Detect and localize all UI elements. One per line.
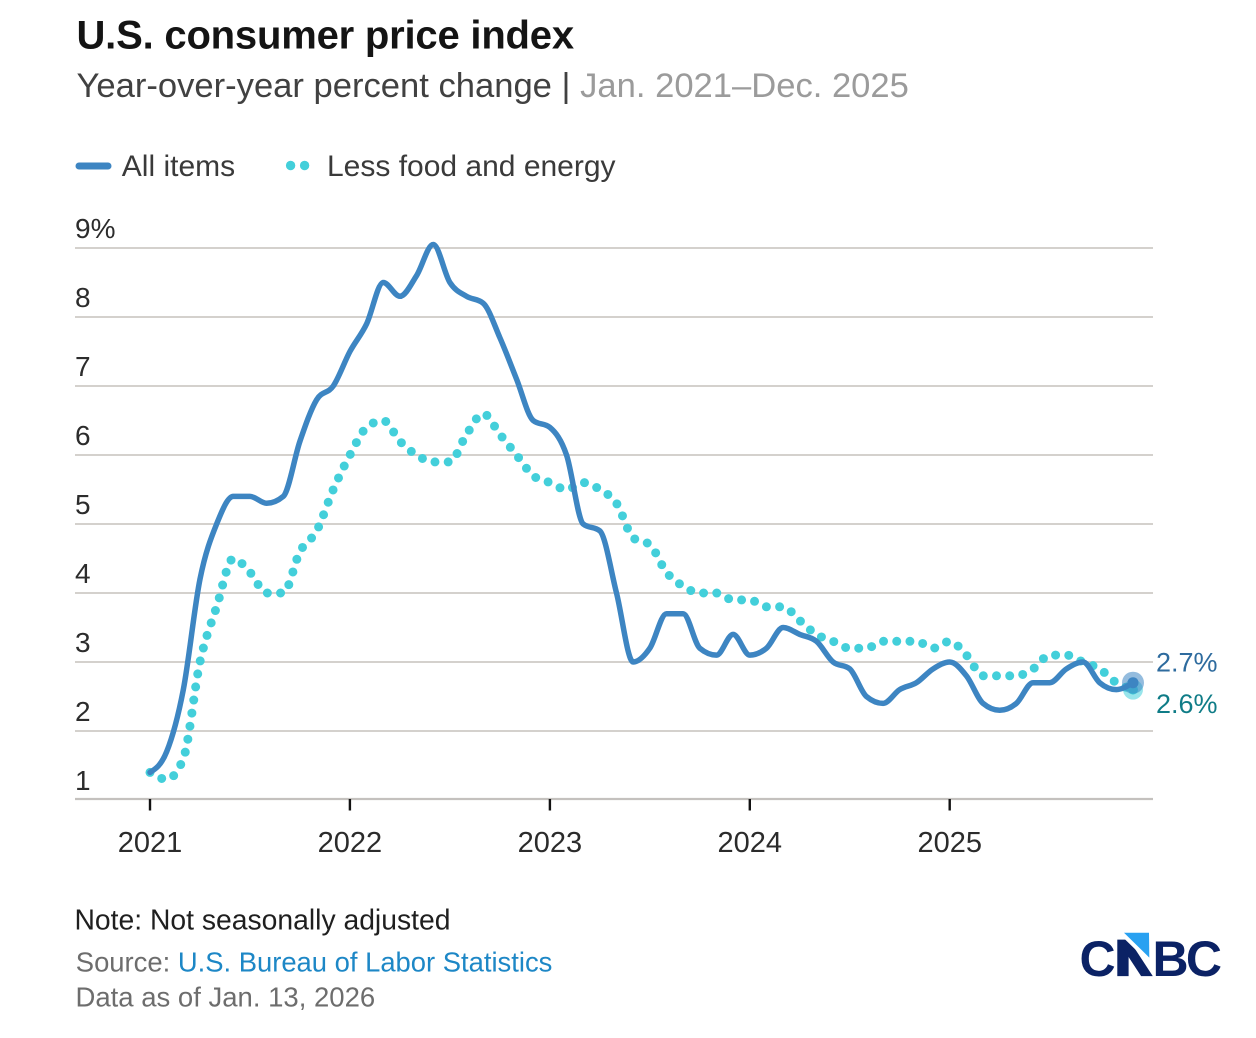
- svg-text:C: C: [1080, 931, 1116, 987]
- svg-text:8: 8: [75, 282, 91, 313]
- svg-text:U.S. consumer price index: U.S. consumer price index: [77, 13, 574, 57]
- svg-text:5: 5: [75, 489, 91, 520]
- svg-text:7: 7: [75, 351, 91, 382]
- svg-text:2022: 2022: [318, 827, 383, 859]
- svg-text:Year-over-year percent change: Year-over-year percent change | Jan. 202…: [77, 67, 909, 105]
- svg-text:6: 6: [75, 420, 91, 451]
- svg-text:Note: Not seasonally adjusted: Note: Not seasonally adjusted: [75, 904, 451, 936]
- svg-text:9%: 9%: [75, 213, 115, 244]
- svg-text:2.6%: 2.6%: [1156, 689, 1218, 719]
- svg-text:Source: U.S. Bureau of Labor S: Source: U.S. Bureau of Labor Statistics: [76, 946, 553, 977]
- svg-text:2021: 2021: [118, 827, 183, 859]
- svg-text:2.7%: 2.7%: [1156, 648, 1218, 678]
- svg-text:4: 4: [75, 558, 91, 589]
- svg-text:2024: 2024: [718, 827, 783, 859]
- svg-text:B: B: [1153, 931, 1189, 987]
- svg-text:1: 1: [75, 765, 91, 796]
- svg-text:3: 3: [75, 627, 91, 658]
- svg-text:C: C: [1186, 931, 1222, 987]
- svg-text:2: 2: [75, 696, 91, 727]
- svg-text:2023: 2023: [518, 827, 583, 859]
- svg-text:Data as of Jan. 13, 2026: Data as of Jan. 13, 2026: [76, 981, 376, 1012]
- svg-text:Less food and energy: Less food and energy: [327, 150, 616, 183]
- svg-text:All items: All items: [122, 150, 235, 183]
- svg-text:2025: 2025: [917, 827, 982, 859]
